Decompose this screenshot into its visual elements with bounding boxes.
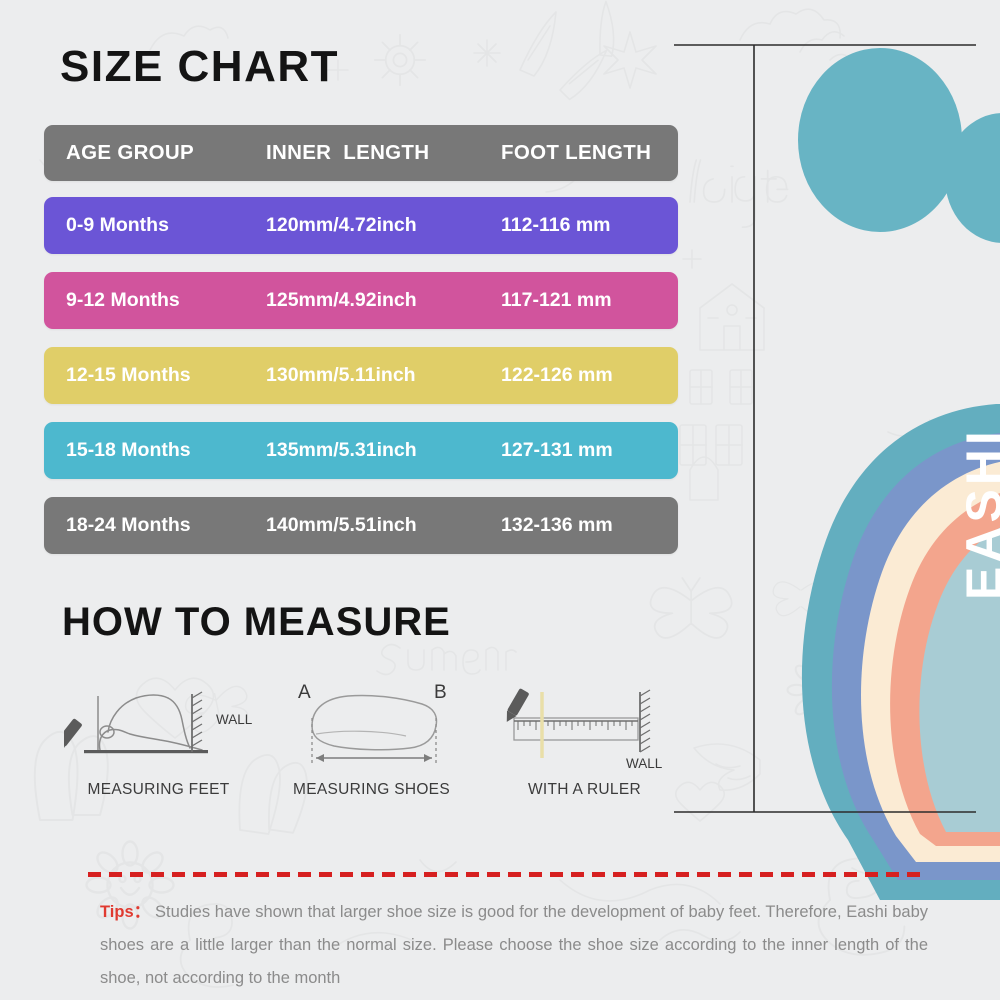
column-header: INNER LENGTH [266, 141, 430, 164]
cell-inner-length: 135mm/5.31inch [266, 439, 417, 461]
cell-inner-length: 130mm/5.11inch [266, 364, 416, 386]
measure-item-measuring-feet: WALL MEASURING FEET [52, 680, 265, 799]
cell-foot-length: 132-136 mm [501, 514, 613, 536]
cell-inner-length: 140mm/5.51inch [266, 514, 417, 536]
column-header: AGE GROUP [66, 141, 194, 164]
cell-foot-length: 127-131 mm [501, 439, 613, 461]
wall-label: WALL [216, 712, 253, 727]
table-row: 15-18 Months 135mm/5.31inch 127-131 mm [44, 422, 678, 479]
cell-inner-length: 125mm/4.92inch [266, 289, 417, 311]
cell-age-group: 9-12 Months [66, 289, 180, 311]
measure-caption: MEASURING FEET [87, 781, 230, 798]
measure-caption: WITH A RULER [528, 781, 641, 798]
left-content: SIZE CHART AGE GROUP INNER LENGTH FOOT LEN… [44, 42, 692, 799]
tips-body: Studies have shown that larger shoe size… [100, 903, 928, 987]
shoe-sole-outline-icon: A B [265, 680, 478, 775]
toe-large [798, 48, 962, 232]
table-row: 18-24 Months 140mm/5.51inch 132-136 mm [44, 497, 678, 554]
measure-caption: MEASURING SHOES [293, 781, 450, 798]
frame-lines [674, 44, 976, 813]
cell-foot-length: 112-116 mm [501, 214, 611, 236]
ruler-against-wall-icon: WALL [478, 680, 691, 775]
cell-inner-length: 120mm/4.72inch [266, 214, 417, 236]
cell-age-group: 0-9 Months [66, 214, 169, 236]
how-to-measure-row: WALL MEASURING FEET [52, 680, 692, 799]
page-title: SIZE CHART [60, 42, 339, 91]
toe-small [945, 113, 1000, 243]
tips-separator: ： [133, 903, 151, 921]
table-row: 9-12 Months 125mm/4.92inch 117-121 mm [44, 272, 678, 329]
cell-age-group: 12-15 Months [66, 364, 191, 386]
table-row: 0-9 Months 120mm/4.72inch 112-116 mm [44, 197, 678, 254]
cell-foot-length: 117-121 mm [501, 289, 612, 311]
measure-item-measuring-shoes: A B MEASURING SHOES [265, 680, 478, 799]
brand-logo-text: EASHI [956, 427, 1000, 600]
column-header: FOOT LENGTH [501, 141, 652, 164]
foot-against-wall-icon: WALL [52, 680, 265, 775]
point-a-label: A [298, 682, 311, 703]
tips-dashed-divider [88, 872, 920, 877]
size-chart-table: AGE GROUP INNER LENGTH FOOT LENGTH 0-9 Mont… [44, 125, 678, 572]
table-row: 12-15 Months 130mm/5.11inch 122-126 mm [44, 347, 678, 404]
cell-foot-length: 122-126 mm [501, 364, 613, 386]
tips-label: Tips [100, 903, 134, 921]
wall-label: WALL [626, 756, 663, 771]
tips-text: Tips： Studies have shown that larger sho… [100, 896, 928, 995]
table-header-row: AGE GROUP INNER LENGTH FOOT LENGTH [44, 125, 678, 181]
cell-age-group: 15-18 Months [66, 439, 191, 461]
cell-age-group: 18-24 Months [66, 514, 191, 536]
measure-item-with-a-ruler: WALL WITH A RULER [478, 680, 691, 799]
how-to-measure-title: HOW TO MEASURE [62, 600, 451, 644]
point-b-label: B [434, 682, 447, 703]
